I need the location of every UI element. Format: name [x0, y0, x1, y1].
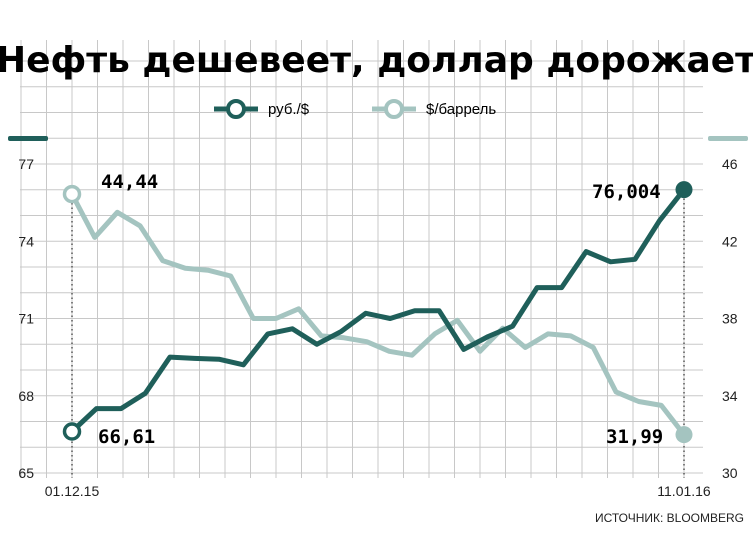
y-left-tick-label: 74	[18, 233, 34, 249]
left-axis-key	[8, 136, 48, 141]
y-left-tick-label: 71	[18, 311, 34, 327]
rub-end-label: 76,004	[592, 181, 661, 203]
legend-rub-marker	[226, 99, 246, 119]
x-tick-first: 01.12.15	[45, 483, 100, 499]
y-right-tick-label: 34	[722, 388, 738, 404]
oil-start-label: 44,44	[101, 171, 158, 193]
rub-start-label: 66,61	[98, 426, 155, 448]
chart-title: Нефть дешевеет, доллар дорожает	[0, 40, 753, 81]
legend: руб./$ $/баррель	[214, 99, 496, 119]
y-left-tick-label: 77	[18, 156, 34, 172]
y-left-tick-label: 68	[18, 388, 34, 404]
oil-end-point	[675, 426, 693, 444]
y-right-tick-label: 38	[722, 311, 738, 327]
right-axis-key	[708, 136, 748, 141]
legend-oil-label: $/баррель	[426, 101, 496, 118]
y-right-tick-label: 46	[722, 156, 738, 172]
source-note: ИСТОЧНИК: BLOOMBERG	[595, 511, 744, 525]
series-oil-line	[69, 191, 687, 438]
x-tick-last: 11.01.16	[657, 483, 711, 499]
y-right-tick-label: 42	[722, 233, 738, 249]
endpoint-markers	[62, 181, 693, 444]
left-axis-ticks: 65 68 71 74 77	[18, 156, 34, 481]
oil-end-label: 31,99	[606, 426, 663, 448]
rub-end-point	[675, 181, 693, 199]
y-left-tick-label: 65	[18, 465, 34, 481]
rub-start-point	[62, 422, 82, 441]
legend-oil-marker	[384, 99, 404, 119]
legend-rub-label: руб./$	[268, 101, 310, 118]
right-axis-ticks: 30 34 38 42 46	[722, 156, 738, 481]
oil-start-point	[62, 184, 82, 204]
series-rub-line	[69, 187, 687, 434]
y-right-tick-label: 30	[722, 465, 738, 481]
